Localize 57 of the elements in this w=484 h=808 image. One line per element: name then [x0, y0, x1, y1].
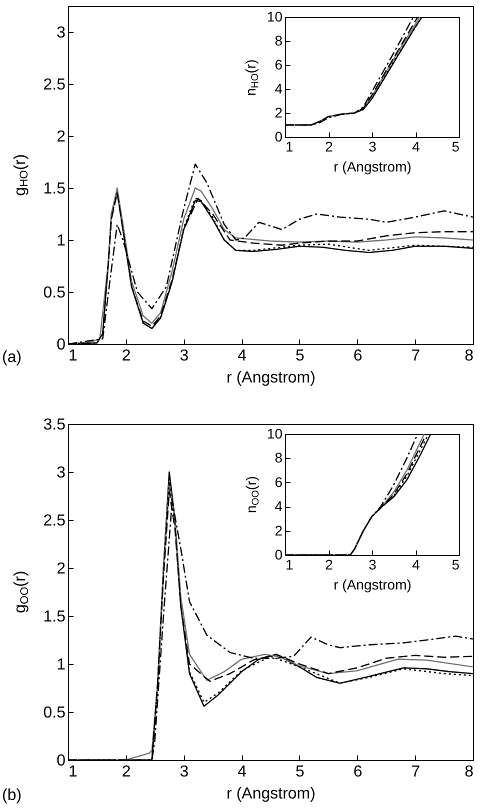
y-tick-label: 2.5	[43, 76, 66, 94]
y-tick-label: 4	[274, 80, 283, 96]
x-tick-label: 1	[68, 348, 78, 364]
x-tick-label: 4	[238, 348, 247, 364]
x-tick-label: 5	[452, 138, 460, 154]
y-tick-label: 2.5	[43, 512, 66, 530]
x-tick-label: 3	[180, 764, 189, 780]
y-tick-label: 1	[56, 232, 66, 250]
y-tick-label: 1	[56, 656, 66, 674]
y-tick-label: 1.5	[43, 608, 66, 626]
y-tick-label: 0	[274, 546, 283, 562]
x-tick-label: 2	[325, 138, 334, 154]
y-tick-label: 2	[274, 522, 283, 538]
y-tick-label: 3.5	[43, 416, 66, 434]
x-tick-label: 4	[238, 764, 247, 780]
y-tick-label: 0	[56, 752, 66, 770]
y-tick-label: 8	[274, 32, 283, 48]
y-tick-label: 6	[274, 56, 283, 72]
y-tick-label: 6	[274, 474, 283, 490]
x-tick-label: 3	[368, 138, 377, 154]
y-tick-label: 0	[56, 336, 66, 354]
x-tick-label: 1	[286, 556, 294, 572]
x-tick-label: 8	[464, 764, 474, 780]
y-tick-label: 10	[266, 426, 283, 442]
x-tick-label: 7	[411, 348, 420, 364]
x-tick-label: 3	[368, 556, 377, 572]
x-axis-title: r (Angstrom)	[334, 158, 412, 174]
x-tick-label: 5	[295, 764, 304, 780]
y-tick-label: 3	[56, 24, 66, 42]
x-tick-label: 1	[68, 764, 78, 780]
y-tick-label: 4	[274, 498, 283, 514]
x-tick-label: 2	[325, 556, 334, 572]
x-tick-label: 6	[353, 348, 362, 364]
x-tick-label: 5	[295, 348, 304, 364]
x-tick-label: 3	[180, 348, 189, 364]
x-axis-title: r (Angstrom)	[334, 576, 412, 592]
x-tick-label: 4	[412, 138, 420, 154]
x-tick-label: 5	[452, 556, 460, 572]
x-tick-label: 4	[412, 556, 420, 572]
y-tick-label: 0	[274, 128, 283, 144]
x-axis-title: r (Angstrom)	[226, 786, 316, 802]
x-tick-label: 2	[122, 348, 131, 364]
x-tick-label: 1	[286, 138, 294, 154]
y-tick-label: 0.5	[43, 284, 66, 302]
x-tick-label: 7	[411, 764, 420, 780]
text: (b)	[2, 787, 22, 804]
x-tick-label: 8	[464, 348, 474, 364]
y-tick-label: 8	[274, 450, 283, 466]
y-tick-label: 1.5	[43, 180, 66, 198]
y-tick-label: 2	[274, 104, 283, 120]
x-tick-label: 2	[122, 764, 131, 780]
y-tick-label: 10	[266, 8, 283, 24]
x-tick-label: 6	[353, 764, 362, 780]
x-axis-title: r (Angstrom)	[226, 370, 316, 386]
y-tick-label: 3	[56, 464, 66, 482]
y-tick-label: 0.5	[43, 704, 66, 722]
text: (a)	[2, 349, 22, 366]
